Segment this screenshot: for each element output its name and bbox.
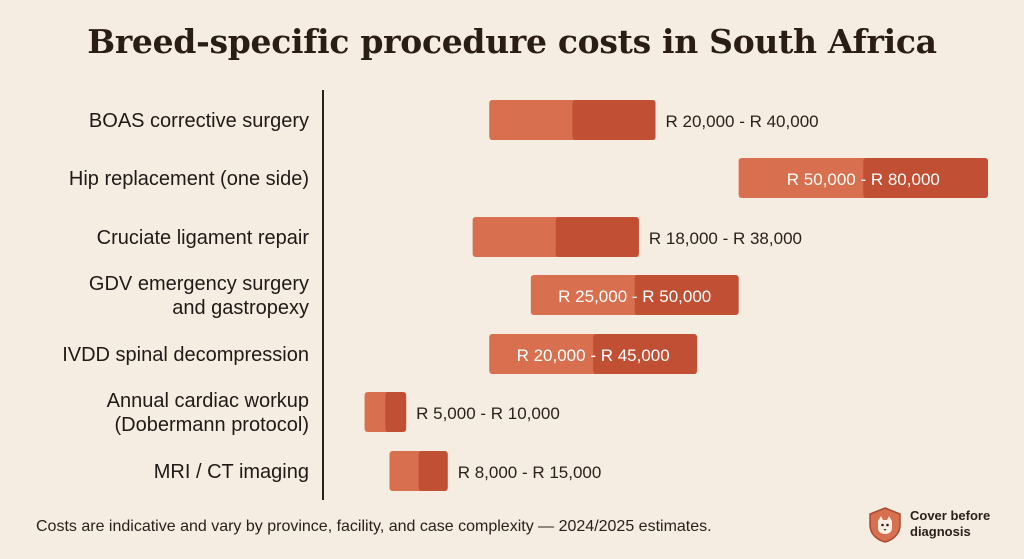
range-bar-high-segment <box>555 217 639 257</box>
range-bar-high-segment <box>572 100 656 140</box>
category-label: GDV emergency surgery and gastropexy <box>89 273 309 319</box>
range-bar-high-segment <box>385 392 407 432</box>
range-bar-high-segment <box>593 334 698 374</box>
range-value-label: R 20,000 - R 45,000 <box>517 346 670 365</box>
range-bar-chart: BOAS corrective surgery R 20,000 - R 40,0… <box>62 90 988 500</box>
range-value-label: R 18,000 - R 38,000 <box>649 229 802 248</box>
category-label: BOAS corrective surgery <box>89 110 309 132</box>
range-bar-high-segment <box>634 275 739 315</box>
category-label: Hip replacement (one side) <box>69 168 309 190</box>
shield-dog-icon <box>869 507 901 543</box>
range-value-label: R 8,000 - R 15,000 <box>458 463 602 482</box>
category-label: MRI / CT imaging <box>154 461 309 483</box>
range-value-label: R 25,000 - R 50,000 <box>558 287 711 306</box>
range-bar-high-segment <box>418 451 448 491</box>
range-value-label: R 50,000 - R 80,000 <box>787 170 940 189</box>
footnote: Costs are indicative and vary by provinc… <box>36 518 712 535</box>
range-bar-high-segment <box>863 158 988 198</box>
range-value-label: R 20,000 - R 40,000 <box>666 112 819 131</box>
category-label: Cruciate ligament repair <box>97 227 310 249</box>
category-label: Annual cardiac workup (Dobermann protocol… <box>107 390 309 436</box>
chart-title: Breed-specific procedure costs in South … <box>87 22 937 61</box>
category-label: IVDD spinal decompression <box>62 344 309 366</box>
brand-name: Cover before diagnosis <box>910 508 991 539</box>
range-value-label: R 5,000 - R 10,000 <box>416 404 560 423</box>
brand-logo[interactable]: Cover before diagnosis <box>868 505 1008 545</box>
